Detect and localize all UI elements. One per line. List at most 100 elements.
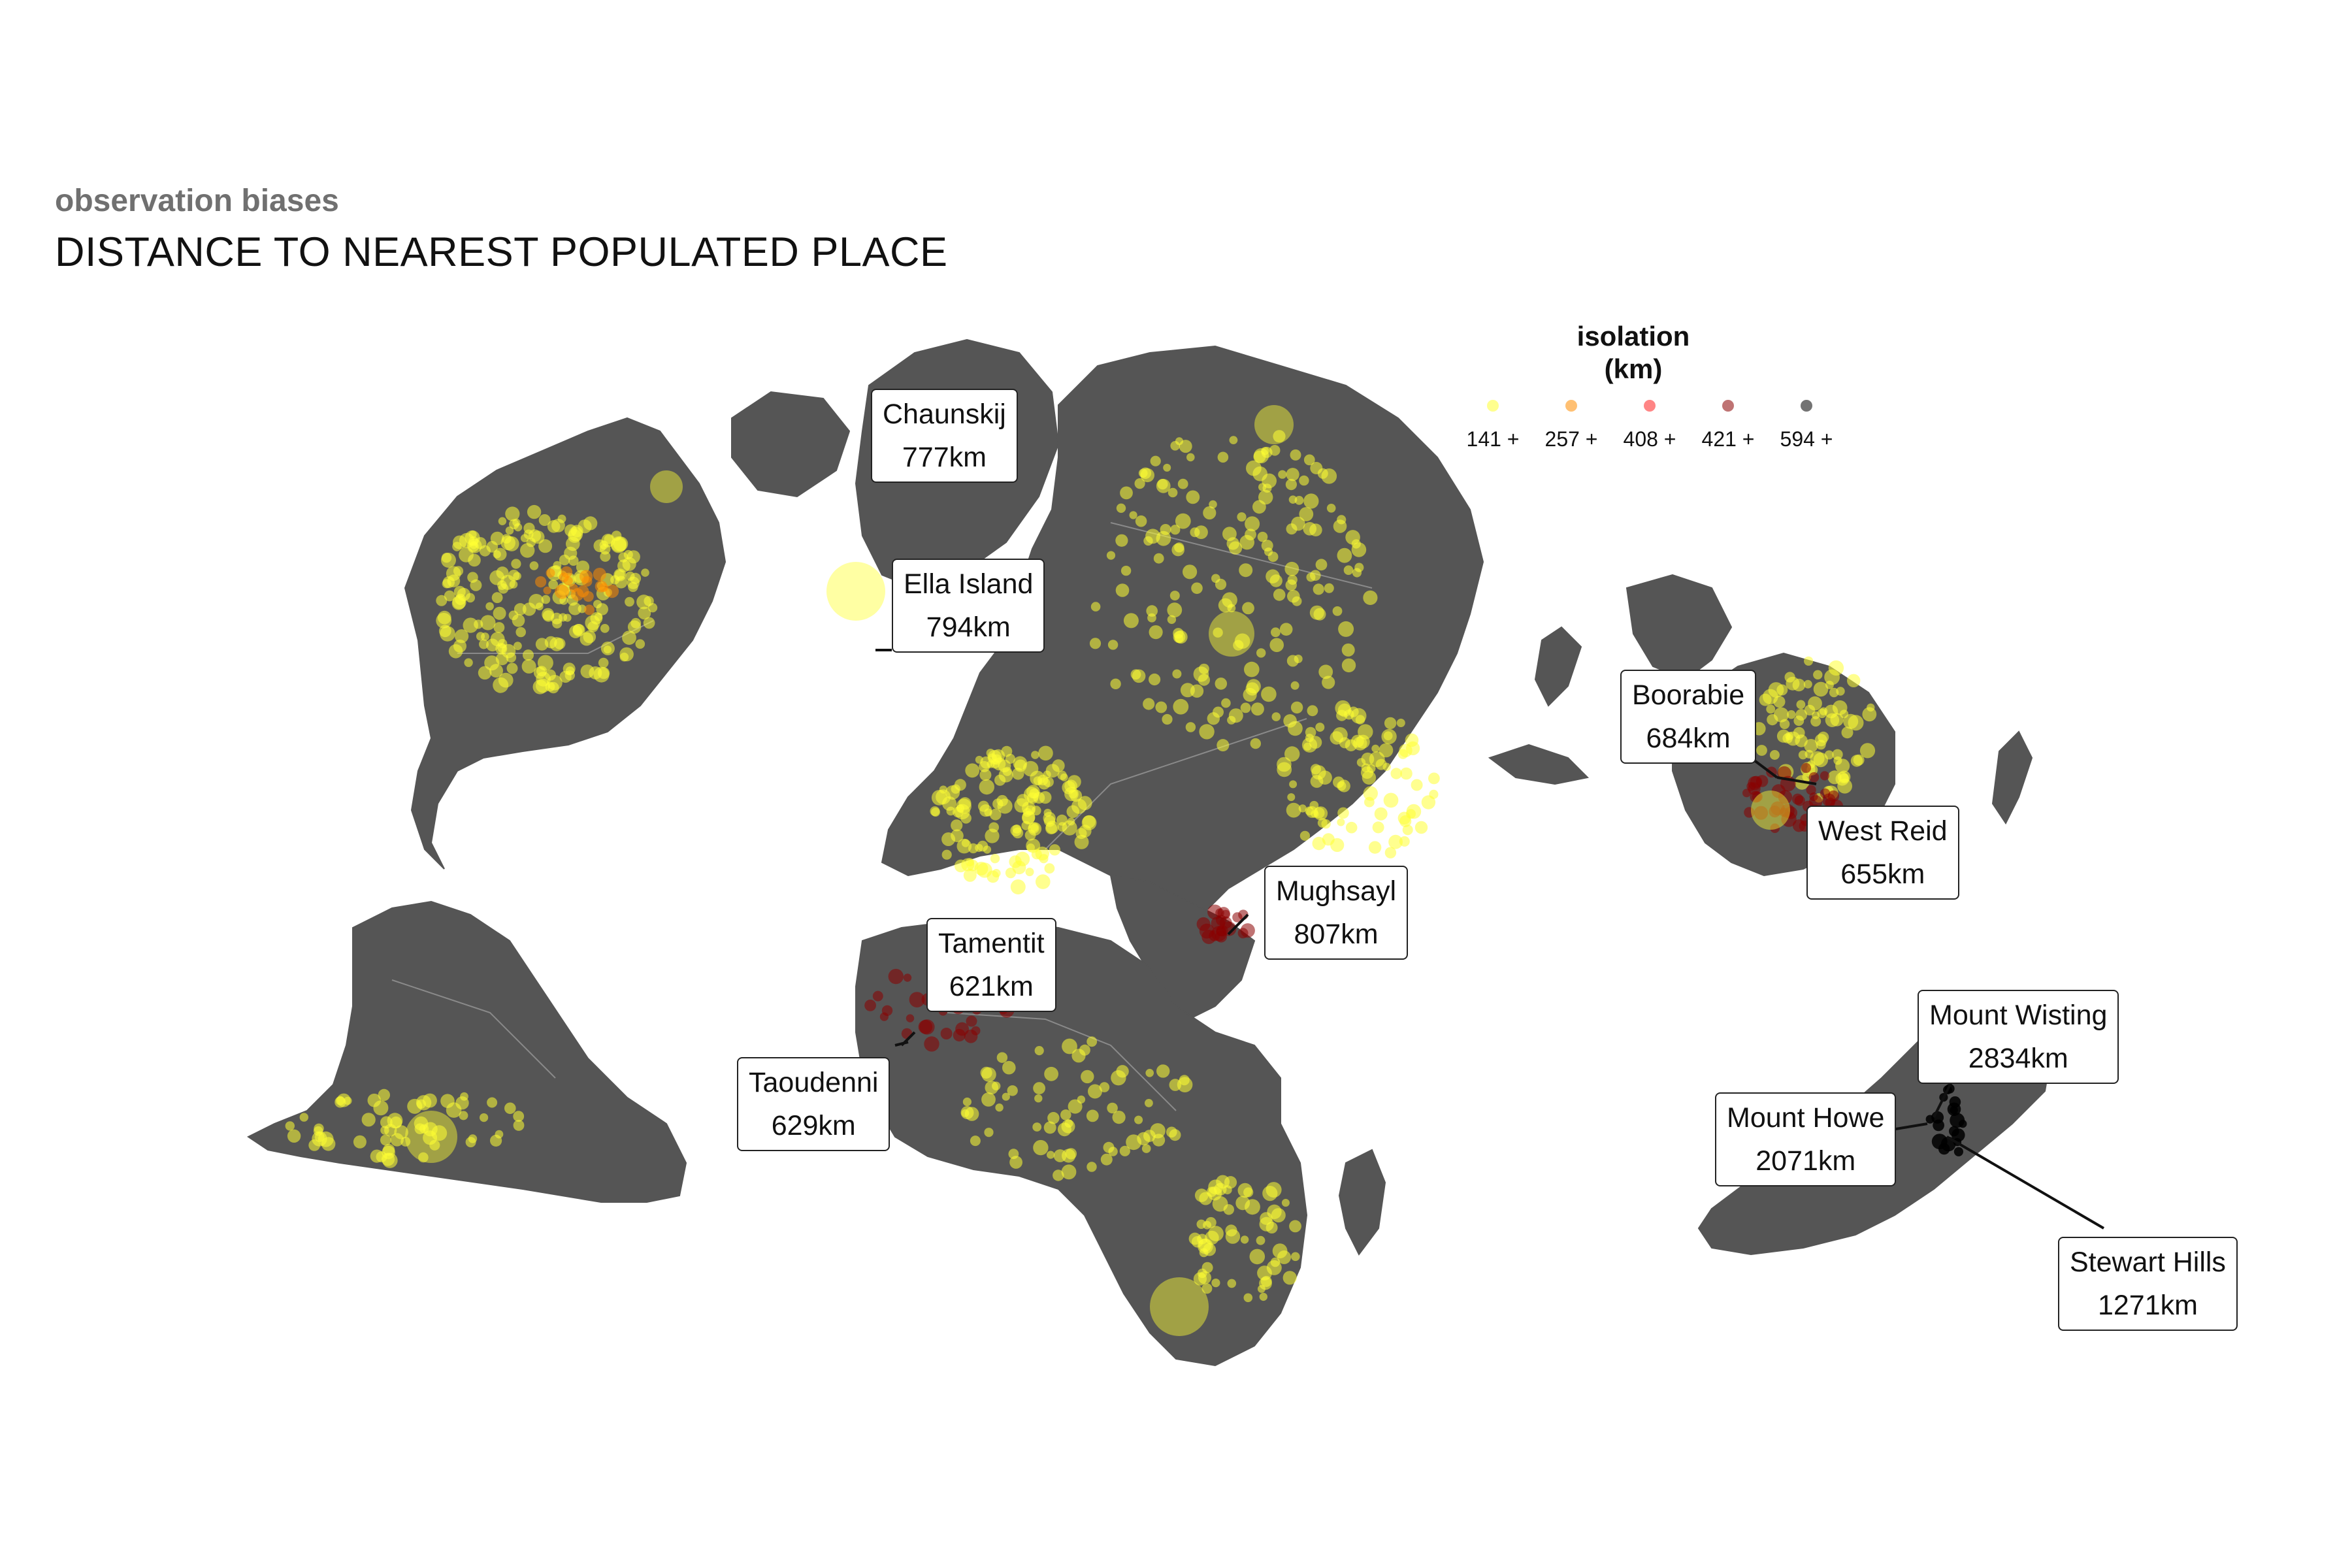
isolation-point [1243,687,1257,702]
isolation-point [1414,821,1428,834]
isolation-point [1264,547,1273,556]
isolation-point [498,672,514,688]
isolation-point [436,595,448,606]
isolation-point [1132,669,1146,683]
isolation-point [970,1135,981,1147]
legend-label: 594 + [1780,427,1833,451]
isolation-point [1756,775,1769,787]
callout-name: Boorabie [1632,679,1745,711]
isolation-point [961,839,970,847]
legend-item: 408 + [1610,392,1689,451]
isolation-point [1123,613,1139,629]
isolation-point-large [650,470,683,503]
isolation-point [1399,836,1410,847]
isolation-point [981,1092,996,1107]
isolation-point [1100,1153,1113,1166]
isolation-point [600,642,615,655]
isolation-point [962,1097,972,1107]
isolation-point [1036,874,1051,889]
isolation-point [1002,1060,1016,1075]
isolation-point [1828,660,1844,676]
isolation-point [1173,698,1189,715]
isolation-point [1112,1111,1126,1124]
isolation-point-large [826,562,885,621]
legend-label: 141 + [1466,427,1520,451]
isolation-point [1186,490,1200,504]
isolation-point [448,644,463,659]
isolation-point [547,675,563,691]
arctic-islands [731,391,851,498]
isolation-point [522,602,536,616]
isolation-point [569,583,578,593]
isolation-point [979,804,992,817]
isolation-point [1214,1183,1227,1196]
isolation-point [480,615,496,630]
isolation-point [1338,621,1354,637]
isolation-point [455,629,469,644]
landmasses [247,338,2053,1367]
isolation-point [1062,1038,1077,1054]
isolation-point [308,1139,321,1151]
isolation-point [1771,784,1786,798]
isolation-point [528,529,542,542]
isolation-point [1315,559,1328,571]
isolation-point [1245,516,1260,532]
isolation-point [1009,1156,1022,1169]
isolation-point [1309,736,1322,749]
isolation-point [1813,670,1823,680]
isolation-point [1285,479,1297,491]
isolation-point [1805,749,1814,759]
isolation-point [1337,547,1352,563]
isolation-point [1294,655,1303,663]
isolation-point [1199,724,1215,740]
isolation-point [1240,1235,1249,1244]
isolation-point [1829,687,1839,698]
legend-title-line2: (km) [1604,353,1663,384]
isolation-point [1776,684,1788,696]
isolation-point [1196,917,1211,931]
isolation-point [1031,751,1039,759]
isolation-point [647,603,658,613]
isolation-point [1321,468,1337,484]
isolation-point [1261,686,1277,702]
isolation-point [1801,762,1812,774]
isolation-point [1012,860,1026,875]
isolation-point [1371,744,1380,753]
isolation-point [1217,907,1230,920]
isolation-point [1806,785,1816,795]
isolation-point [1289,1220,1301,1233]
isolation-point [951,829,964,842]
isolation-point-large [1254,405,1294,444]
isolation-point [979,769,992,781]
isolation-point [285,1121,295,1131]
isolation-point [1023,787,1039,803]
isolation-point [983,845,992,854]
isolation-point [1848,715,1864,731]
isolation-point [953,1028,966,1042]
callout-distance: 655km [1840,858,1925,890]
isolation-point [520,543,535,558]
isolation-point [924,1036,939,1052]
isolation-point [1341,643,1355,657]
isolation-point [981,1067,996,1082]
isolation-point [414,1123,426,1134]
isolation-point [1047,1151,1055,1159]
isolation-point [1256,648,1266,658]
isolation-point [512,518,521,527]
isolation-point [431,1125,448,1141]
isolation-point [975,843,983,853]
isolation-point [546,568,555,578]
callout-name: Tamentit [938,928,1045,959]
isolation-point [1240,702,1251,713]
isolation-point [1250,702,1264,716]
isolation-point-large [1751,791,1790,830]
isolation-point [1277,1250,1291,1264]
isolation-point [1168,487,1178,498]
isolation-point [879,1012,889,1021]
isolation-point [1383,731,1393,741]
callout-mount-howe: Mount Howe 2071km [1715,1092,1897,1186]
isolation-point [1052,759,1065,772]
callout-distance: 2071km [1756,1145,1856,1177]
isolation-point [1115,583,1130,597]
isolation-point [992,869,1001,877]
